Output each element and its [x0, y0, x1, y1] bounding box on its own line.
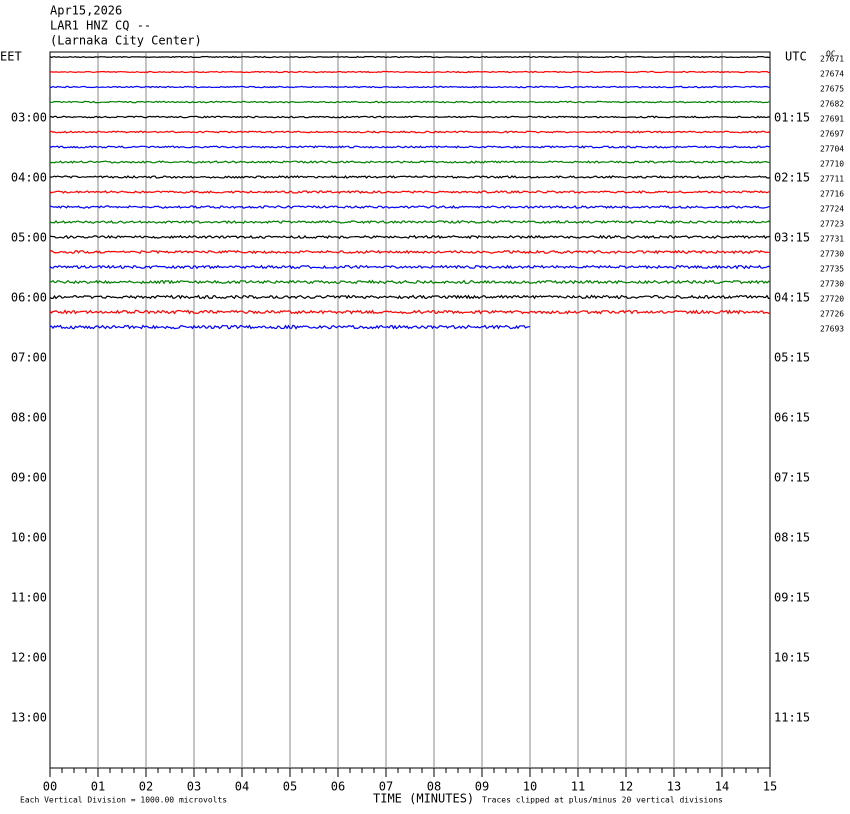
right-time: 08:15: [774, 531, 810, 545]
right-time: 06:15: [774, 411, 810, 425]
trace-label: 27691: [820, 115, 844, 124]
trace-label: 27711: [820, 175, 844, 184]
trace-label: 27735: [820, 265, 844, 274]
left-time: 05:00: [11, 231, 47, 245]
right-zone: UTC: [785, 50, 807, 64]
trace: [49, 145, 771, 149]
trace-label: 27726: [820, 310, 844, 319]
right-time: 01:15: [774, 111, 810, 125]
right-time: 10:15: [774, 651, 810, 665]
trace-label: 27723: [820, 220, 844, 229]
corner-label: OC: [826, 50, 836, 59]
trace: [49, 279, 771, 285]
x-tick-label: 02: [139, 780, 153, 794]
left-time: 13:00: [11, 711, 47, 725]
x-tick-label: 04: [235, 780, 249, 794]
x-tick-label: 07: [379, 780, 393, 794]
right-time: 04:15: [774, 291, 810, 305]
right-time: 03:15: [774, 231, 810, 245]
x-tick-label: 12: [619, 780, 633, 794]
header-line: (Larnaka City Center): [50, 34, 202, 48]
trace: [49, 294, 770, 300]
plot-frame: [49, 51, 771, 769]
trace: [49, 309, 771, 315]
header-line: Apr15,2026: [50, 4, 122, 18]
footer-right: Traces clipped at plus/minus 20 vertical…: [482, 796, 723, 805]
trace: [49, 324, 531, 330]
trace-label: 27730: [820, 250, 844, 259]
left-time: 10:00: [11, 531, 47, 545]
trace-label: 27674: [820, 70, 844, 79]
trace-label: 27720: [820, 295, 844, 304]
trace: [49, 205, 771, 209]
trace-label: 27671: [820, 55, 844, 64]
x-tick-label: 03: [187, 780, 201, 794]
x-tick-label: 08: [427, 780, 441, 794]
left-time: 07:00: [11, 351, 47, 365]
x-tick-label: 15: [763, 780, 777, 794]
trace: [49, 115, 771, 119]
trace: [49, 85, 771, 89]
left-time: 03:00: [11, 111, 47, 125]
right-time: 02:15: [774, 171, 810, 185]
x-tick-label: 05: [283, 780, 297, 794]
x-tick-label: 00: [43, 780, 57, 794]
left-time: 08:00: [11, 411, 47, 425]
trace-label: 27716: [820, 190, 844, 199]
x-tick-label: 14: [715, 780, 729, 794]
x-tick-label: 09: [475, 780, 489, 794]
right-time: 11:15: [774, 711, 810, 725]
right-time: 05:15: [774, 351, 810, 365]
trace-label: 27731: [820, 235, 844, 244]
right-time: 09:15: [774, 591, 810, 605]
x-tick-label: 11: [571, 780, 585, 794]
x-tick-label: 13: [667, 780, 681, 794]
left-zone: EET: [0, 50, 22, 64]
trace: [49, 249, 770, 255]
trace-label: 27693: [820, 325, 844, 334]
x-tick-label: 06: [331, 780, 345, 794]
left-time: 09:00: [11, 471, 47, 485]
trace-label: 27697: [820, 130, 844, 139]
trace: [49, 70, 771, 74]
trace-label: 27675: [820, 85, 844, 94]
left-time: 11:00: [11, 591, 47, 605]
trace-label: 27682: [820, 100, 844, 109]
x-axis-label: TIME (MINUTES): [373, 792, 474, 806]
trace: [49, 264, 771, 270]
right-time: 07:15: [774, 471, 810, 485]
footer-left: Each Vertical Division = 1000.00 microvo…: [20, 796, 227, 805]
x-tick-label: 10: [523, 780, 537, 794]
left-time: 06:00: [11, 291, 47, 305]
left-time: 04:00: [11, 171, 47, 185]
left-time: 12:00: [11, 651, 47, 665]
trace: [49, 219, 771, 225]
trace: [49, 234, 771, 240]
trace: [49, 130, 771, 134]
trace: [49, 175, 771, 179]
trace-label: 27724: [820, 205, 844, 214]
trace-label: 27710: [820, 160, 844, 169]
x-tick-label: 01: [91, 780, 105, 794]
trace-label: 27730: [820, 280, 844, 289]
trace: [49, 190, 771, 194]
trace: [49, 160, 770, 164]
trace: [49, 55, 770, 59]
trace-label: 27704: [820, 145, 844, 154]
trace: [49, 100, 770, 104]
header-line: LAR1 HNZ CQ --: [50, 19, 151, 33]
